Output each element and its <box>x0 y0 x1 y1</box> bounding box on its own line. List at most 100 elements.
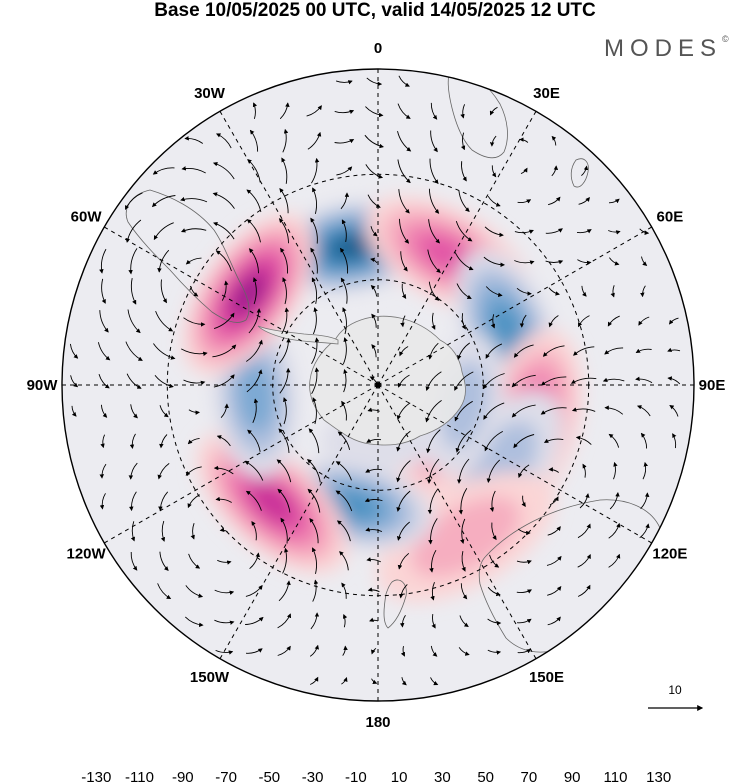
wind-arrow <box>252 102 258 120</box>
wind-arrow <box>461 550 466 572</box>
anomaly-contour <box>250 481 295 523</box>
wind-arrow <box>342 645 348 656</box>
wind-arrow <box>608 433 620 448</box>
colorbar-tick-label: 110 <box>604 769 628 783</box>
map-title: Base 10/05/2025 00 UTC, valid 14/05/2025… <box>154 0 596 21</box>
wind-arrow <box>277 613 292 629</box>
wind-arrow <box>159 405 169 418</box>
wind-arrow <box>547 196 561 206</box>
wind-arrow <box>545 260 564 265</box>
wind-arrow <box>400 251 408 272</box>
wind-arrow <box>99 493 106 510</box>
wind-arrow <box>485 286 503 298</box>
wind-arrow <box>426 458 440 484</box>
anomaly-contour <box>236 359 275 433</box>
wind-arrow <box>342 307 347 335</box>
wind-arrow <box>219 527 228 532</box>
wind-arrow <box>283 397 288 425</box>
wind-arrow <box>245 584 263 597</box>
wind-arrow <box>545 228 563 234</box>
wind-arrow <box>129 433 136 449</box>
wind-arrow <box>312 579 319 602</box>
wind-arrow <box>213 312 235 330</box>
wind-arrow <box>636 405 651 417</box>
wind-arrow <box>483 402 505 420</box>
wind-arrow <box>365 164 384 179</box>
wind-arrow <box>125 219 142 243</box>
wind-arrow <box>129 491 137 512</box>
anomaly-contour <box>411 496 521 578</box>
wind-arrow <box>399 346 409 357</box>
wind-arrow <box>455 429 472 453</box>
wind-arrow <box>540 407 567 415</box>
longitude-label: 120E <box>652 546 687 563</box>
wind-arrow <box>215 649 234 655</box>
wind-arrow <box>249 129 259 152</box>
wind-arrow <box>130 521 136 542</box>
wind-arrow <box>487 649 502 655</box>
wind-arrow <box>160 279 167 304</box>
wind-arrow <box>398 75 410 87</box>
wind-arrow <box>548 467 559 473</box>
brand-registered-mark: © <box>722 34 729 44</box>
wind-arrow <box>397 103 411 119</box>
wind-arrow <box>371 344 377 358</box>
wind-arrow <box>276 459 292 483</box>
colorbar-tick-label: 10 <box>391 769 408 783</box>
wind-arrow <box>342 337 348 365</box>
wind-arrow <box>546 555 562 566</box>
wind-arrow <box>371 648 377 655</box>
wind-arrow <box>483 256 505 268</box>
wind-arrow <box>458 488 468 515</box>
wind-arrow <box>312 547 317 575</box>
wind-arrow <box>279 337 291 364</box>
wind-arrow <box>369 617 379 622</box>
wind-arrow <box>399 218 410 244</box>
wind-arrow <box>278 580 291 602</box>
wind-arrow <box>548 315 559 328</box>
wind-arrow <box>399 615 406 628</box>
wind-arrow <box>245 490 262 511</box>
wind-arrow <box>213 465 234 475</box>
longitude-label: 0 <box>374 40 382 57</box>
wind-arrow <box>551 135 557 146</box>
wind-arrow <box>365 468 383 473</box>
wind-arrow <box>398 584 408 599</box>
wind-arrow <box>518 464 530 478</box>
wind-arrow <box>215 133 232 149</box>
wind-arrow <box>400 315 406 328</box>
wind-arrow <box>246 369 263 393</box>
wind-arrow <box>460 583 468 600</box>
wind-arrow <box>487 586 501 597</box>
map-border <box>61 68 695 702</box>
longitude-label: 180 <box>365 714 390 731</box>
wind-arrow <box>277 488 291 513</box>
wind-arrow <box>307 131 322 150</box>
wind-arrow <box>489 106 498 116</box>
wind-arrow <box>97 342 111 361</box>
wind-arrow <box>668 317 679 325</box>
wind-arrow <box>159 551 169 571</box>
wind-arrow <box>667 347 681 352</box>
wind-arrow <box>571 407 596 412</box>
wind-arrow <box>335 461 352 481</box>
wind-arrow <box>282 128 289 153</box>
longitude-label: 90E <box>699 377 726 394</box>
wind-arrow <box>253 277 258 305</box>
wind-arrow <box>282 547 289 574</box>
wind-arrow <box>430 130 438 153</box>
wind-arrow <box>340 277 348 304</box>
wind-arrow <box>99 310 109 333</box>
wind-arrow <box>310 612 320 630</box>
wind-arrow <box>672 433 677 449</box>
wind-arrow <box>547 585 562 596</box>
colorbar-tick-label: -70 <box>215 769 237 783</box>
wind-arrow <box>460 518 466 544</box>
longitude-label: 120W <box>67 546 107 563</box>
wind-arrow <box>341 677 348 685</box>
wind-arrow <box>245 648 263 654</box>
south-pole-marker <box>375 382 381 388</box>
wind-arrow <box>517 199 532 204</box>
wind-arrow <box>214 619 235 625</box>
